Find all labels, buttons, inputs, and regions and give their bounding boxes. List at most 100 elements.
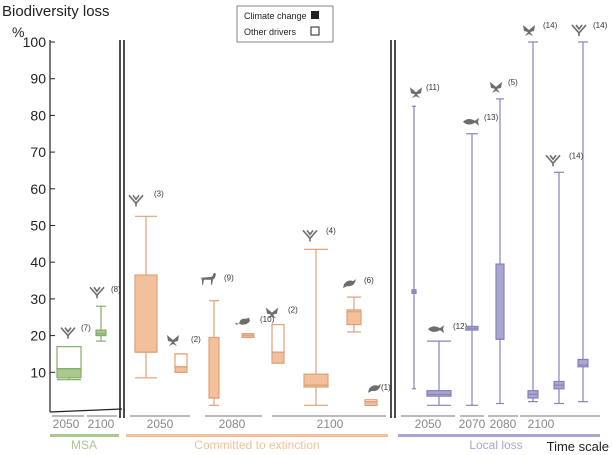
year-label: 2080 [490, 417, 517, 431]
y-tick-label: 50 [30, 218, 46, 234]
box [208, 336, 220, 399]
plant-icon [128, 194, 144, 207]
box-plot: (7) [56, 324, 91, 381]
y-tick-label: 40 [30, 254, 46, 270]
box-plots: (7) (8) (3) (2) (9) (10) (2) (4) (6) (1) (11) (12) (… [56, 21, 608, 406]
year-label: 2070 [459, 417, 486, 431]
year-label: 2100 [528, 417, 555, 431]
legend-label-climate-change: Climate change [244, 11, 307, 21]
box-plot: (1) [364, 383, 391, 406]
plant-icon [60, 327, 76, 339]
box-lower [56, 368, 82, 379]
x-axis-title: Time scale [547, 439, 609, 454]
source-label: (9) [224, 274, 234, 283]
source-label: (1) [381, 383, 391, 392]
box-plot: (14) [545, 151, 584, 405]
plant-icon [89, 286, 105, 299]
source-label: (2) [288, 306, 298, 315]
y-tick-label: 70 [30, 144, 46, 160]
box-plot: (2) [266, 306, 298, 364]
y-tick-label: 100 [23, 34, 47, 50]
butterfly-icon [490, 81, 502, 93]
source-label: (14) [543, 21, 558, 30]
box-lower [174, 366, 188, 373]
fish-icon [428, 325, 444, 334]
panel-separators [119, 40, 396, 418]
source-label: (11) [426, 83, 440, 92]
category-bar [50, 434, 119, 437]
year-label: 2050 [147, 417, 174, 431]
fish-icon [463, 117, 479, 126]
year-label: 2080 [219, 417, 246, 431]
plant-icon [545, 154, 561, 167]
box-plot: (2) [167, 334, 201, 373]
y-ticks: 10 20 30 40 50 60 70 80 90 100 [23, 34, 55, 380]
x-axis-line [49, 408, 123, 413]
source-label: (6) [364, 276, 374, 285]
category-bar [126, 434, 388, 437]
bird-icon [368, 383, 381, 393]
box-upper [174, 353, 188, 368]
plant-icon [571, 24, 587, 36]
y-axis-unit: % [12, 24, 24, 40]
box [577, 358, 589, 368]
butterfly-icon [410, 87, 422, 99]
box-plot: (13) [463, 113, 499, 406]
source-label: (14) [593, 21, 608, 30]
box [495, 263, 505, 340]
box-plot: (9) [201, 269, 234, 406]
source-label: (7) [81, 324, 91, 333]
box [95, 329, 107, 337]
box-plot: (4) [302, 226, 336, 406]
legend: Climate change Other drivers [236, 5, 334, 43]
legend-swatch-open [310, 26, 320, 36]
y-tick-label: 30 [30, 291, 46, 307]
y-tick-label: 80 [30, 107, 46, 123]
box-plot: (5) [490, 78, 518, 405]
box [134, 274, 158, 353]
category-label: Committed to extinction [194, 438, 319, 452]
source-label: (8) [111, 285, 121, 294]
year-label: 2050 [53, 417, 80, 431]
mammal-icon [201, 269, 216, 285]
butterfly-icon [266, 307, 278, 319]
y-tick-label: 60 [30, 181, 46, 197]
box [303, 373, 329, 388]
butterfly-icon [167, 334, 179, 346]
year-label: 2050 [415, 417, 442, 431]
y-tick-label: 20 [30, 328, 46, 344]
box-plot: (10) [235, 315, 275, 339]
source-label: (14) [569, 151, 584, 160]
source-label: (4) [326, 226, 336, 235]
category-label: MSA [71, 438, 97, 452]
source-label: (13) [484, 113, 499, 122]
x-axis-groups: 2050 2100 2050 2080 2100 2050 2070 2080 2100 MSA C… [50, 415, 600, 452]
box-plot: (14) [523, 21, 558, 403]
box-plot: (3) [128, 189, 164, 379]
source-label: (12) [453, 322, 468, 331]
y-tick-label: 90 [30, 71, 46, 87]
rodent-icon [235, 317, 250, 325]
box [346, 309, 362, 326]
category-bar [398, 434, 600, 437]
box-plot: (14) [571, 21, 608, 403]
butterfly-icon [523, 25, 535, 36]
source-label: (5) [508, 78, 518, 87]
box-lower [271, 351, 285, 364]
year-label: 2100 [317, 417, 344, 431]
source-label: (3) [154, 189, 164, 198]
legend-label-other-drivers: Other drivers [244, 27, 297, 37]
year-label: 2100 [88, 417, 115, 431]
bird-icon [343, 279, 356, 289]
source-label: (10) [260, 315, 275, 324]
legend-swatch-filled [311, 11, 319, 19]
box-plot: (12) [426, 322, 468, 406]
box-plot: (8) [89, 285, 121, 342]
y-axis-title: Biodiversity loss [2, 3, 110, 20]
box-upper [271, 323, 285, 353]
source-label: (2) [191, 335, 201, 344]
box-upper [56, 346, 82, 370]
box-plot: (6) [343, 276, 374, 333]
box [426, 390, 452, 397]
